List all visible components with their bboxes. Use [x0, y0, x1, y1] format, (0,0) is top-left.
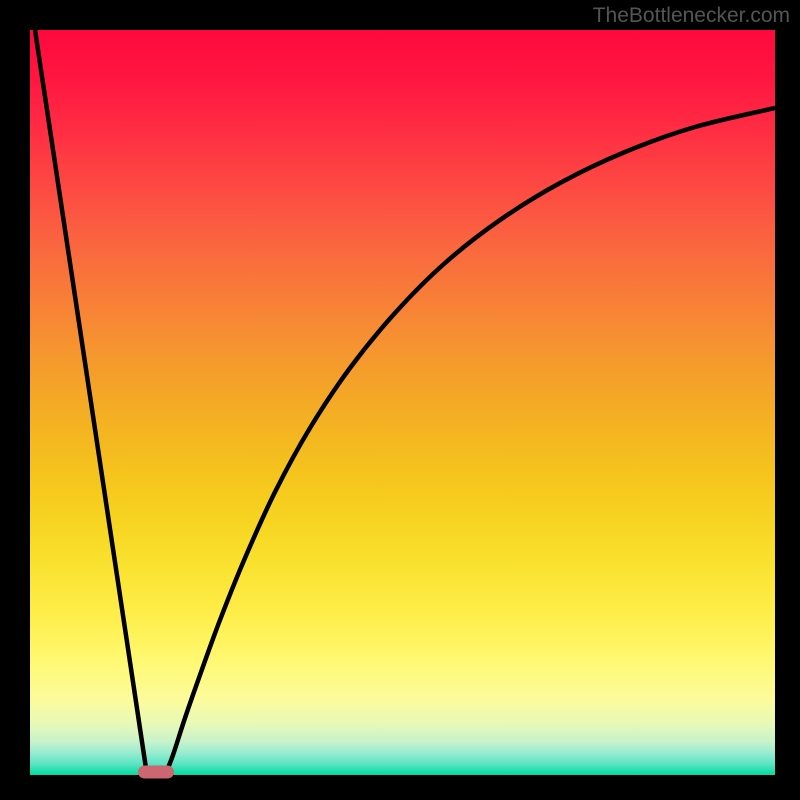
- bottleneck-curve: [30, 30, 775, 775]
- watermark-text: TheBottlenecker.com: [593, 4, 790, 28]
- chart-container: TheBottlenecker.com: [0, 0, 800, 800]
- optimal-point-marker: [138, 766, 174, 779]
- plot-area: [30, 30, 775, 775]
